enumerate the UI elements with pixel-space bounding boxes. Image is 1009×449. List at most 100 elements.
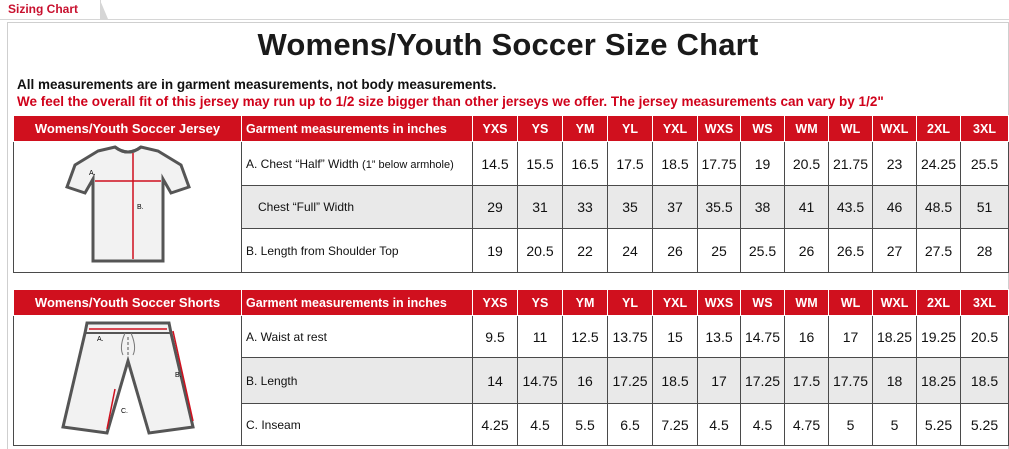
cell-value: 25.5 <box>960 141 1009 186</box>
cell-value: 25.5 <box>740 228 785 273</box>
shorts-diagram: A. B. C. <box>13 315 242 446</box>
size-header: 3XL <box>960 115 1009 142</box>
cell-value: 4.25 <box>472 403 518 446</box>
cell-value: 4.75 <box>784 403 829 446</box>
size-header: WS <box>740 289 785 316</box>
size-chart-panel: Womens/Youth Soccer Size Chart All measu… <box>7 22 1009 449</box>
cell-value: 18.5 <box>960 357 1009 404</box>
size-header: YXL <box>652 115 698 142</box>
row-label: B. Length from Shoulder Top <box>241 228 473 273</box>
cell-value: 18.25 <box>916 357 961 404</box>
size-header: WXS <box>697 289 741 316</box>
size-header: WXS <box>697 115 741 142</box>
cell-value: 27.5 <box>916 228 961 273</box>
cell-value: 4.5 <box>740 403 785 446</box>
jersey-diagram: A. B. <box>13 141 242 273</box>
table-row: B. Length from Shoulder Top 19 20.5 22 2… <box>14 228 1009 273</box>
size-header: YM <box>562 289 608 316</box>
cell-value: 18.25 <box>872 315 917 358</box>
table-row: A. B. C. A. Waist at rest 9.5 11 12.5 13… <box>13 315 1009 446</box>
page-title: Womens/Youth Soccer Size Chart <box>257 27 759 62</box>
tab-sizing-chart[interactable]: Sizing Chart <box>0 0 109 19</box>
cell-value: 6.5 <box>607 403 653 446</box>
size-header: WS <box>740 115 785 142</box>
cell-value: 17 <box>697 357 741 404</box>
cell-value: 16 <box>562 357 608 404</box>
cell-value: 5 <box>872 403 917 446</box>
cell-value: 9.5 <box>472 315 518 358</box>
diagram-label-b: B. <box>175 372 182 379</box>
size-header: WL <box>828 289 873 316</box>
cell-value: 17.5 <box>607 141 653 186</box>
table-row: Chest “Full” Width 29 31 33 35 37 35.5 3… <box>14 185 1009 229</box>
cell-value: 26.5 <box>828 228 873 273</box>
cell-value: 5.25 <box>916 403 961 446</box>
size-header: YXS <box>472 115 518 142</box>
cell-value: 43.5 <box>828 185 873 229</box>
size-header: 3XL <box>960 289 1009 316</box>
cell-value: 4.5 <box>517 403 563 446</box>
cell-value: 26 <box>784 228 829 273</box>
cell-value: 48.5 <box>916 185 961 229</box>
size-header: 2XL <box>916 115 961 142</box>
shorts-product-header: Womens/Youth Soccer Shorts <box>13 289 242 316</box>
cell-value: 19.25 <box>916 315 961 358</box>
row-label: C. Inseam <box>241 403 473 446</box>
cell-value: 5.25 <box>960 403 1009 446</box>
size-header: WM <box>784 115 829 142</box>
size-header: WL <box>828 115 873 142</box>
cell-value: 14.5 <box>472 141 518 186</box>
cell-value: 13.5 <box>697 315 741 358</box>
cell-value: 16.5 <box>562 141 608 186</box>
size-header: YS <box>517 115 563 142</box>
diagram-label-c: C. <box>121 408 128 415</box>
shorts-icon: A. B. C. <box>60 321 195 435</box>
size-header: WM <box>784 289 829 316</box>
cell-value: 5.5 <box>562 403 608 446</box>
cell-value: 17.5 <box>784 357 829 404</box>
table-row: A. B. A. Chest “Half” Width (1” below ar… <box>13 141 1009 273</box>
cell-value: 20.5 <box>517 228 563 273</box>
row-label: B. Length <box>241 357 473 404</box>
row-label: A. Chest “Half” Width (1” below armhole) <box>241 141 473 186</box>
size-header: YS <box>517 289 563 316</box>
diagram-label-a: A. <box>97 336 104 343</box>
size-header: YXS <box>472 289 518 316</box>
cell-value: 14.75 <box>740 315 785 358</box>
table-row: B. Length 14 14.75 16 17.25 18.5 17 17.2… <box>14 357 1009 404</box>
row-label-main: A. Chest “Half” Width <box>246 156 363 171</box>
cell-value: 37 <box>652 185 698 229</box>
cell-value: 26 <box>652 228 698 273</box>
size-header: YL <box>607 115 653 142</box>
cell-value: 33 <box>562 185 608 229</box>
row-label: Chest “Full” Width <box>241 185 473 229</box>
jersey-product-header: Womens/Youth Soccer Jersey <box>13 115 242 142</box>
cell-value: 22 <box>562 228 608 273</box>
fit-warning-note: We feel the overall fit of this jersey m… <box>17 94 884 109</box>
diagram-label-b: B. <box>137 204 144 211</box>
cell-value: 14.75 <box>517 357 563 404</box>
cell-value: 20.5 <box>784 141 829 186</box>
cell-value: 25 <box>697 228 741 273</box>
diagram-label-a: A. <box>89 170 96 177</box>
cell-value: 17 <box>828 315 873 358</box>
row-label: A. Waist at rest <box>241 315 473 358</box>
size-header: WXL <box>872 115 917 142</box>
size-header: YL <box>607 289 653 316</box>
size-header: WXL <box>872 289 917 316</box>
shorts-measure-header: Garment measurements in inches <box>241 289 473 316</box>
cell-value: 35 <box>607 185 653 229</box>
cell-value: 17.25 <box>740 357 785 404</box>
tab-label: Sizing Chart <box>8 2 79 16</box>
cell-value: 24.25 <box>916 141 961 186</box>
cell-value: 15 <box>652 315 698 358</box>
cell-value: 28 <box>960 228 1009 273</box>
measurement-note: All measurements are in garment measurem… <box>17 77 497 92</box>
table-row: C. Inseam 4.25 4.5 5.5 6.5 7.25 4.5 4.5 … <box>14 403 1009 446</box>
cell-value: 27 <box>872 228 917 273</box>
cell-value: 7.25 <box>652 403 698 446</box>
cell-value: 31 <box>517 185 563 229</box>
shorts-size-table: Womens/Youth Soccer Shorts Garment measu… <box>13 289 1009 446</box>
cell-value: 17.75 <box>697 141 741 186</box>
cell-value: 4.5 <box>697 403 741 446</box>
